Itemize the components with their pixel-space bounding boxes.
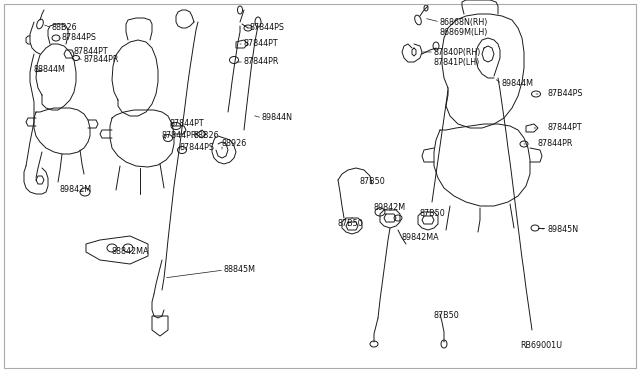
Text: 89842M: 89842M (60, 186, 92, 195)
Text: 87B50: 87B50 (360, 177, 386, 186)
Text: 88B26: 88B26 (52, 23, 77, 32)
Text: 88844M: 88844M (34, 65, 66, 74)
Text: 89844N: 89844N (262, 113, 293, 122)
Text: 86869M(LH): 86869M(LH) (440, 28, 488, 36)
Text: 87B50: 87B50 (420, 209, 445, 218)
Text: 87840P(RH): 87840P(RH) (434, 48, 481, 57)
Text: 87844PR: 87844PR (538, 140, 573, 148)
Text: 87844PT: 87844PT (170, 119, 205, 128)
Text: 87B44PS: 87B44PS (548, 90, 584, 99)
Text: 89845N: 89845N (548, 225, 579, 234)
Text: RB69001U: RB69001U (520, 341, 562, 350)
Text: 89844M: 89844M (502, 80, 534, 89)
Text: 87844PT: 87844PT (74, 48, 109, 57)
Text: 87844PS: 87844PS (62, 33, 97, 42)
Text: 88B26: 88B26 (194, 131, 220, 141)
Text: 87B50: 87B50 (434, 311, 460, 321)
Text: 87B50: 87B50 (338, 219, 364, 228)
Text: 87844PR: 87844PR (84, 55, 120, 64)
Text: 87844PT: 87844PT (548, 124, 582, 132)
Text: 87844PS: 87844PS (180, 144, 215, 153)
Text: 88926: 88926 (222, 140, 247, 148)
Text: 87844PR: 87844PR (162, 131, 197, 141)
Text: 87841P(LH): 87841P(LH) (434, 58, 480, 67)
Text: 89842MA: 89842MA (402, 234, 440, 243)
Text: 87844PS: 87844PS (250, 23, 285, 32)
Text: 88845M: 88845M (224, 266, 256, 275)
Text: 89842M: 89842M (373, 202, 405, 212)
Text: 88842MA: 88842MA (112, 247, 150, 257)
Text: 87844PR: 87844PR (244, 58, 280, 67)
Text: 86868N(RH): 86868N(RH) (440, 17, 488, 26)
Text: 87844PT: 87844PT (244, 39, 278, 48)
